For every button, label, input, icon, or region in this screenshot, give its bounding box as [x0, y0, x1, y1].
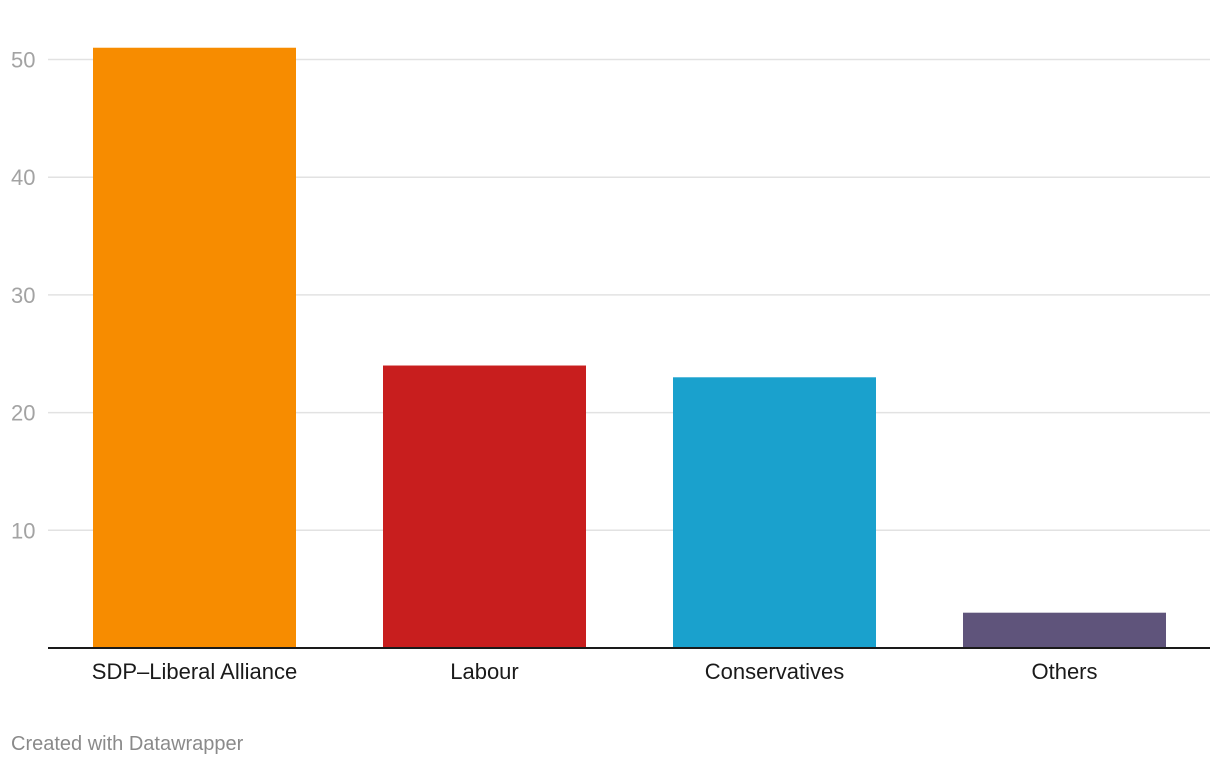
y-tick-label: 30: [11, 283, 35, 308]
y-tick-label: 10: [11, 518, 35, 543]
x-tick-label: Labour: [450, 659, 519, 684]
x-tick-label: Others: [1031, 659, 1097, 684]
bar-sdp-liberal-alliance: [93, 47, 296, 649]
bar-others: [963, 612, 1166, 648]
x-tick-label: Conservatives: [705, 659, 844, 684]
y-tick-label: 40: [11, 165, 35, 190]
y-tick-label: 50: [11, 48, 35, 73]
y-tick-label: 20: [11, 401, 35, 426]
x-tick-label: SDP–Liberal Alliance: [92, 659, 297, 684]
bar-conservatives: [673, 377, 876, 648]
bar-labour: [383, 365, 586, 648]
credit-footer: Created with Datawrapper: [11, 733, 244, 755]
